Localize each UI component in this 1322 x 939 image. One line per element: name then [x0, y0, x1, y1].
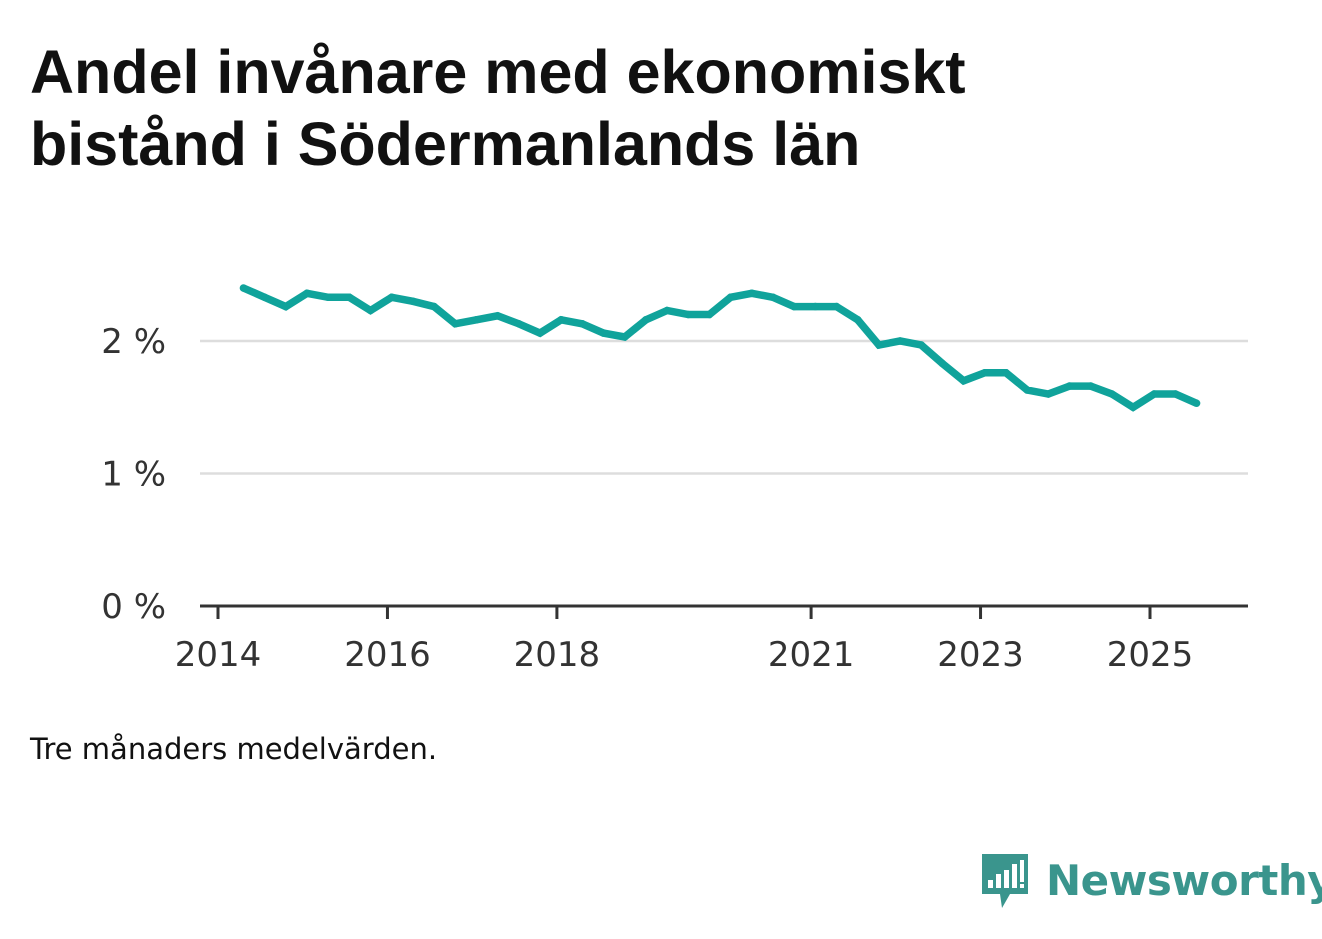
data-point — [1129, 403, 1137, 411]
data-point — [366, 306, 375, 315]
data-point — [959, 377, 968, 385]
data-point — [769, 293, 777, 302]
data-point — [515, 320, 523, 328]
data-point — [1086, 382, 1095, 390]
data-point — [642, 316, 650, 324]
x-tick-label: 2025 — [1107, 635, 1194, 675]
data-point — [1171, 390, 1180, 398]
data-point — [938, 359, 947, 368]
data-point — [790, 302, 798, 311]
brand-name: Newsworthy — [1046, 855, 1322, 905]
data-point — [557, 316, 565, 324]
data-point — [578, 320, 587, 328]
x-tick-label: 2014 — [175, 635, 262, 675]
data-point — [1065, 382, 1074, 390]
data-point — [663, 306, 671, 315]
x-tick-label: 2023 — [937, 635, 1024, 675]
line-chart: 0 % 1 % 2 % 2014 2016 2018 2021 2023 2025 — [101, 284, 1248, 675]
y-tick-label: 0 % — [101, 587, 166, 627]
data-point — [282, 302, 290, 311]
data-point — [493, 312, 502, 320]
brand-logo: Newsworthy — [980, 850, 1322, 910]
data-point — [303, 289, 311, 298]
data-point — [472, 316, 481, 324]
data-point — [726, 293, 735, 302]
data-point — [1002, 369, 1010, 377]
data-point — [917, 341, 925, 349]
data-point — [387, 293, 396, 302]
data-point — [981, 369, 989, 377]
bar-chart-speech-bubble-icon — [982, 854, 1028, 908]
data-point — [1192, 399, 1201, 408]
data-point — [451, 320, 459, 328]
data-point — [536, 329, 544, 337]
data-point — [853, 316, 862, 324]
data-point — [875, 341, 883, 349]
data-point — [620, 333, 629, 341]
chart-note: Tre månaders medelvärden. — [30, 732, 438, 766]
x-tick-label: 2021 — [768, 635, 855, 675]
data-point — [705, 310, 714, 319]
data-point — [1150, 390, 1158, 398]
gridlines — [200, 339, 1248, 475]
data-point — [896, 337, 904, 345]
data-point — [409, 297, 417, 305]
series-line — [241, 284, 1199, 412]
y-tick-label: 1 % — [101, 455, 166, 495]
data-point — [345, 293, 354, 302]
x-tick-label: 2018 — [514, 635, 601, 675]
data-point — [324, 293, 332, 302]
data-point — [260, 293, 269, 302]
axes: 0 % 1 % 2 % 2014 2016 2018 2021 2023 2025 — [101, 322, 1248, 675]
chart-title: Andel invånare med ekonomiskt bistånd i … — [30, 38, 966, 178]
series — [239, 284, 1201, 412]
data-point — [430, 302, 438, 311]
data-point — [1023, 386, 1031, 394]
data-point — [599, 329, 608, 337]
data-point — [684, 310, 692, 319]
data-point — [1044, 390, 1053, 398]
data-point — [748, 289, 756, 298]
x-tick-label: 2016 — [344, 635, 431, 675]
data-point — [1108, 390, 1116, 398]
data-point — [832, 302, 841, 311]
data-point — [239, 284, 248, 292]
y-tick-label: 2 % — [101, 322, 166, 362]
data-point — [811, 302, 820, 311]
